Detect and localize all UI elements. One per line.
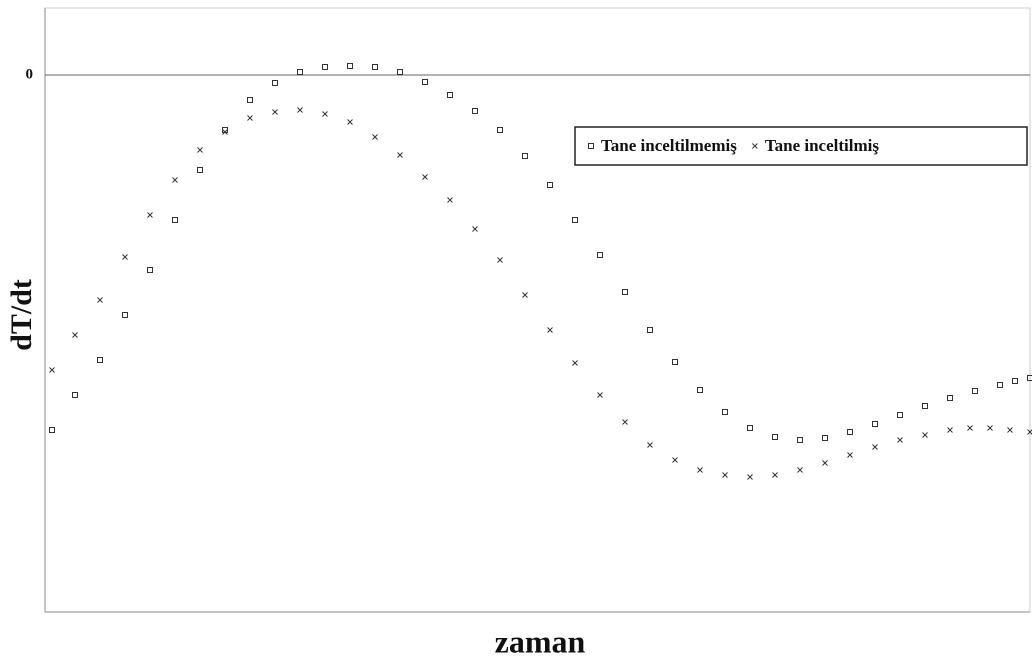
data-point (997, 382, 1003, 388)
data-point (922, 403, 928, 409)
data-point (347, 63, 353, 69)
y-axis-label: dT/dt (5, 279, 38, 351)
data-point (322, 64, 328, 70)
data-point (597, 392, 603, 398)
data-point (347, 119, 353, 125)
data-point (772, 472, 778, 478)
data-point (797, 437, 803, 443)
x-axis-label: zaman (495, 623, 586, 659)
data-point (397, 69, 403, 75)
data-point (49, 427, 55, 433)
data-point (697, 467, 703, 473)
data-point (967, 425, 973, 431)
data-point (172, 177, 178, 183)
data-point (197, 167, 203, 173)
data-point (372, 134, 378, 140)
data-point (272, 109, 278, 115)
data-point (722, 409, 728, 415)
data-point (472, 226, 478, 232)
data-point (547, 182, 553, 188)
data-point (147, 212, 153, 218)
data-point (672, 359, 678, 365)
data-point (897, 437, 903, 443)
data-point (647, 442, 653, 448)
plot-frame (44, 7, 1031, 613)
data-point (197, 147, 203, 153)
data-point (947, 395, 953, 401)
data-point (49, 367, 55, 373)
data-point (747, 474, 753, 480)
data-point (447, 197, 453, 203)
data-point (1007, 427, 1013, 433)
data-point (522, 153, 528, 159)
data-point (847, 452, 853, 458)
data-point (751, 143, 758, 149)
data-point (747, 425, 753, 431)
data-point (622, 419, 628, 425)
data-point (522, 292, 528, 298)
data-point (872, 444, 878, 450)
data-point (822, 435, 828, 441)
data-point (147, 267, 153, 273)
data-point (622, 289, 628, 295)
data-point (897, 412, 903, 418)
data-point (647, 327, 653, 333)
data-point (422, 79, 428, 85)
data-point (97, 357, 103, 363)
data-point (1012, 378, 1018, 384)
data-point (1027, 375, 1032, 381)
data-point (722, 472, 728, 478)
data-point (397, 152, 403, 158)
data-point (972, 388, 978, 394)
data-point (247, 97, 253, 103)
data-point (772, 434, 778, 440)
data-point (987, 425, 993, 431)
data-point (672, 457, 678, 463)
data-point (297, 107, 303, 113)
data-point (847, 429, 853, 435)
data-point (447, 92, 453, 98)
data-point (97, 297, 103, 303)
data-point (872, 421, 878, 427)
data-point (497, 127, 503, 133)
data-point (922, 432, 928, 438)
data-point (272, 80, 278, 86)
data-point (472, 108, 478, 114)
legend-label: Tane inceltilmemiş (601, 136, 737, 155)
data-point (72, 332, 78, 338)
data-point (222, 129, 228, 135)
legend-label: Tane inceltilmiş (765, 136, 880, 155)
data-point (597, 252, 603, 258)
data-point (588, 143, 594, 149)
data-point (322, 111, 328, 117)
legend-box (574, 126, 1028, 166)
data-point (697, 387, 703, 393)
data-point (122, 312, 128, 318)
data-point (247, 115, 253, 121)
data-point (372, 64, 378, 70)
data-point (172, 217, 178, 223)
data-point (422, 174, 428, 180)
data-point (822, 460, 828, 466)
data-point (297, 69, 303, 75)
data-point (497, 257, 503, 263)
data-point (547, 327, 553, 333)
data-point (572, 217, 578, 223)
data-point (72, 392, 78, 398)
y-tick-label: 0 (26, 66, 34, 82)
data-point (947, 427, 953, 433)
data-point (797, 467, 803, 473)
data-point (572, 360, 578, 366)
data-point (122, 254, 128, 260)
